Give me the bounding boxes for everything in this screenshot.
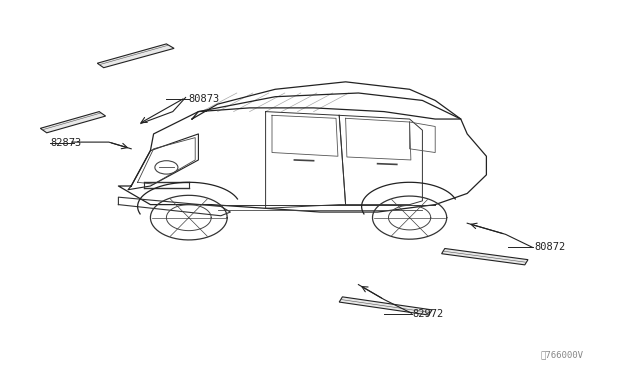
- Polygon shape: [442, 248, 528, 265]
- Polygon shape: [339, 297, 432, 315]
- Text: 82873: 82873: [50, 138, 81, 148]
- Text: 80873: 80873: [189, 94, 220, 103]
- Polygon shape: [40, 112, 106, 133]
- Text: 82972: 82972: [413, 310, 444, 319]
- Text: ⁄766000V: ⁄766000V: [541, 351, 584, 360]
- Text: 80872: 80872: [534, 243, 566, 252]
- Polygon shape: [97, 44, 174, 68]
